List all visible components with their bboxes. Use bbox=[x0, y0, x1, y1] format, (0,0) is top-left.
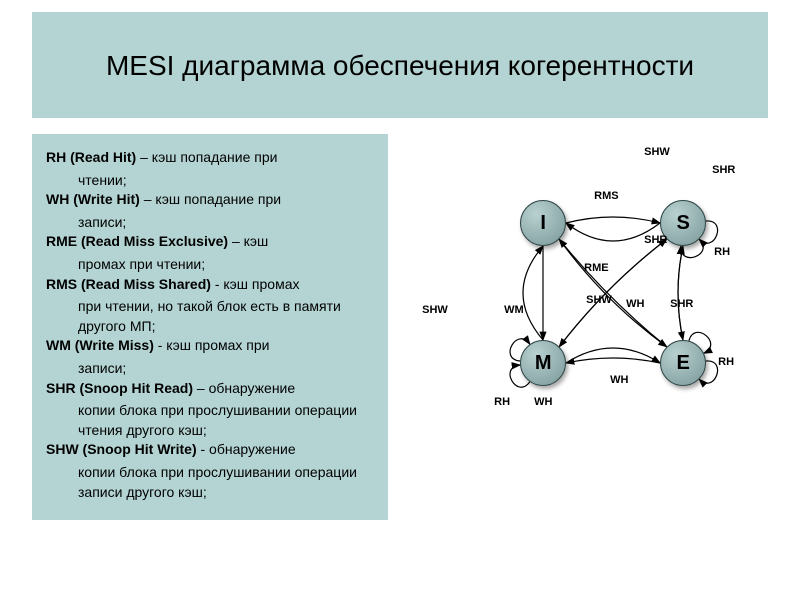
edge-label: WH bbox=[626, 298, 644, 310]
legend-item-cont: записи; bbox=[46, 359, 374, 379]
edge-label: RH bbox=[494, 396, 510, 408]
edge-label: SHW bbox=[422, 304, 448, 316]
edge-label: RH bbox=[718, 356, 734, 368]
edge-label: WH bbox=[534, 396, 552, 408]
legend-item-cont: копии блока при прослушивании операции з… bbox=[46, 463, 374, 502]
edge-label: SHR bbox=[712, 164, 735, 176]
legend-panel: RH (Read Hit) – кэш попадание при чтении;… bbox=[32, 134, 388, 520]
legend-item-cont: при чтении, но такой блок есть в памяти … bbox=[46, 297, 374, 336]
mesi-diagram: ISMESHWSHRRMSSHRRHRMESHWWHSHRSHWWMWHRHRH… bbox=[412, 134, 768, 494]
edge-label: SHW bbox=[586, 294, 612, 306]
edge-label: SHR bbox=[644, 234, 667, 246]
node-E: E bbox=[660, 340, 706, 386]
legend-item: SHW (Snoop Hit Write) - обнаружение bbox=[46, 440, 374, 460]
edge-label: RME bbox=[584, 262, 608, 274]
node-I: I bbox=[520, 200, 566, 246]
node-M: M bbox=[520, 340, 566, 386]
edge-label: SHR bbox=[670, 298, 693, 310]
title-bar: MESI диаграмма обеспечения когерентности bbox=[32, 12, 768, 118]
edge-label: RH bbox=[714, 246, 730, 258]
edge-label: SHW bbox=[644, 146, 670, 158]
legend-item: SHR (Snoop Hit Read) – обнаружение bbox=[46, 379, 374, 399]
edge-label: WH bbox=[610, 374, 628, 386]
page-title: MESI диаграмма обеспечения когерентности bbox=[106, 48, 694, 83]
edge-label: RMS bbox=[594, 190, 618, 202]
legend-item-cont: промах при чтении; bbox=[46, 255, 374, 275]
legend-item: WH (Write Hit) – кэш попадание при bbox=[46, 190, 374, 210]
edge-label: WM bbox=[504, 304, 524, 316]
legend-item: RH (Read Hit) – кэш попадание при bbox=[46, 148, 374, 168]
diagram-arrows bbox=[412, 134, 772, 494]
legend-item: WM (Write Miss) - кэш промах при bbox=[46, 336, 374, 356]
legend-item: RMS (Read Miss Shared) - кэш промах bbox=[46, 275, 374, 295]
legend-item-cont: копии блока при прослушивании операции ч… bbox=[46, 401, 374, 440]
content: RH (Read Hit) – кэш попадание при чтении;… bbox=[32, 134, 768, 520]
legend-item-cont: чтении; bbox=[46, 171, 374, 191]
legend-item: RME (Read Miss Exclusive) – кэш bbox=[46, 232, 374, 252]
legend-item-cont: записи; bbox=[46, 213, 374, 233]
